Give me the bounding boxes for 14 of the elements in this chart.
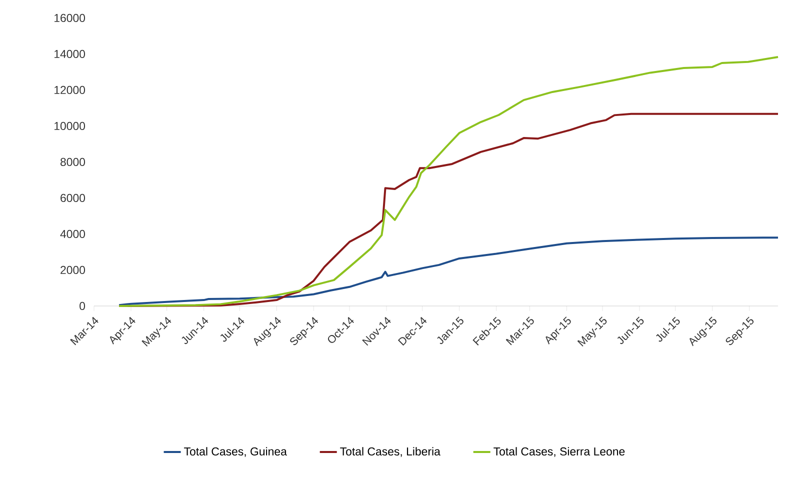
y-tick-label: 4000: [60, 230, 86, 238]
legend-label: Total Cases, Sierra Leone: [494, 447, 625, 457]
y-tick-label: 0: [80, 302, 86, 310]
y-tick-label: 14000: [54, 50, 86, 58]
y-tick-label: 16000: [54, 14, 86, 22]
y-tick-label: 8000: [60, 158, 86, 166]
y-tick-label: 10000: [54, 122, 86, 130]
legend-label: Total Cases, Liberia: [340, 447, 440, 457]
y-tick-label: 6000: [60, 194, 86, 202]
y-tick-label: 12000: [54, 86, 86, 94]
line-series: [118, 56, 780, 307]
line-series: [118, 236, 780, 306]
y-tick-label: 2000: [60, 266, 86, 274]
legend-label: Total Cases, Guinea: [184, 447, 287, 457]
